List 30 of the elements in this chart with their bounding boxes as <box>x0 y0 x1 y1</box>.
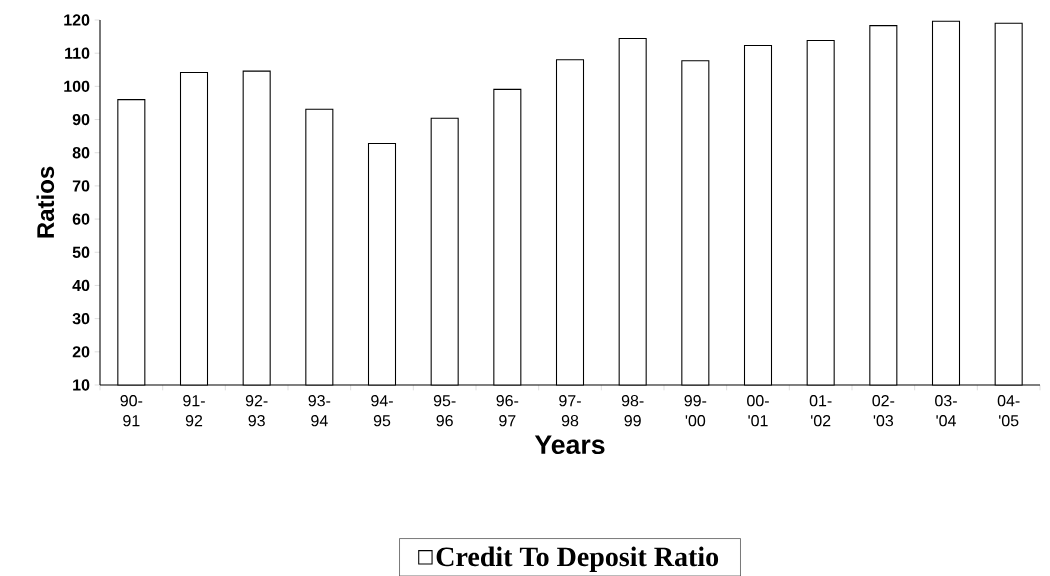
y-tick-label: 90 <box>72 113 90 126</box>
x-tick-label: 91-92 <box>183 394 205 427</box>
x-tick-label: 98-99 <box>621 394 644 427</box>
y-tick-label: 20 <box>72 346 90 358</box>
y-tick-label: 110 <box>65 47 90 59</box>
y-tick-label: 80 <box>72 146 90 159</box>
x-tick-label: 94-95 <box>371 394 393 427</box>
y-tick-label: 10 <box>73 379 90 391</box>
x-axis-title: Years <box>534 435 605 454</box>
x-tick-label: 02-'03 <box>872 394 895 427</box>
y-axis-title: Ratios <box>36 166 55 238</box>
y-tick-label: 30 <box>72 312 90 325</box>
x-tick-label: 90-91 <box>120 394 143 427</box>
x-tick-label: 96-97 <box>496 394 519 427</box>
y-tick-label: 60 <box>72 213 90 225</box>
y-tick-label: 50 <box>72 246 90 258</box>
x-tick-label: 01-'02 <box>809 394 832 427</box>
y-tick-label: 40 <box>72 279 90 291</box>
x-tick-label: 04-'05 <box>997 394 1020 427</box>
legend-label: Credit To Deposit Ratio <box>436 546 719 572</box>
y-tick-label: 70 <box>72 180 90 192</box>
x-tick-label: 03-'04 <box>935 394 957 427</box>
x-tick-label: 92-93 <box>245 394 268 427</box>
x-tick-label: 93-94 <box>308 394 331 427</box>
y-tick-label: 120 <box>64 14 90 26</box>
y-tick-label: 100 <box>64 80 90 92</box>
x-tick-label: 97-98 <box>559 394 581 427</box>
x-tick-label: 95-96 <box>433 394 456 427</box>
x-tick-label: 00-'01 <box>747 394 769 427</box>
x-tick-label: 99-'00 <box>684 394 707 427</box>
